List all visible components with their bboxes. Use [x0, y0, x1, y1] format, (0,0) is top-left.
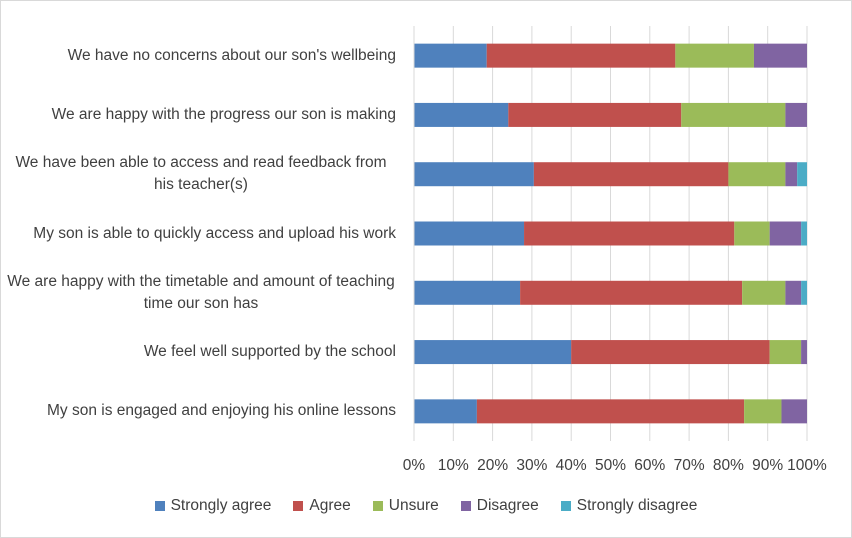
y-tick-label-wrap: We are happy with the timetable and amou…: [6, 271, 396, 315]
x-tick-label: 90%: [752, 457, 784, 474]
legend-swatch: [154, 501, 165, 511]
x-tick-label: 20%: [477, 457, 509, 474]
x-tick-label: 40%: [555, 457, 587, 474]
bar-segment: [414, 43, 487, 68]
legend-label: Strongly agree: [170, 497, 272, 514]
legend-item: Unsure: [372, 497, 439, 515]
bar-segment: [414, 221, 525, 246]
x-tick-label: 60%: [634, 457, 666, 474]
bar-segment: [769, 221, 802, 246]
x-tick-label: 0%: [402, 457, 426, 474]
bar-segment: [769, 340, 802, 365]
bar-segment: [508, 102, 682, 127]
bar-segment: [734, 221, 770, 246]
bar-segment: [797, 162, 807, 187]
y-tick-label-wrap: We have been able to access and read fee…: [6, 152, 396, 196]
bar-segment: [785, 102, 807, 127]
legend-item: Strongly disagree: [560, 497, 698, 515]
bar-segment: [476, 399, 745, 424]
bar-segment: [675, 43, 754, 68]
x-tick-label: 100%: [787, 457, 827, 474]
y-tick-label: We feel well supported by the school: [143, 343, 396, 361]
x-tick-label: 50%: [594, 457, 627, 474]
y-tick-label: We have been able to access and read fee…: [15, 154, 387, 194]
x-tick-label: 30%: [516, 457, 548, 474]
bar-segment: [781, 399, 807, 424]
bar-segment: [785, 280, 802, 305]
y-tick-label: My son is able to quickly access and upl…: [33, 224, 396, 242]
y-tick-label: We are happy with the progress our son i…: [51, 105, 396, 123]
legend-item: Strongly agree: [154, 497, 272, 515]
bar-segment: [753, 43, 807, 68]
y-tick-label-wrap: We have no concerns about our son's well…: [6, 45, 396, 67]
bar-segment: [414, 280, 521, 305]
bar-segment: [785, 162, 798, 187]
bar-segment: [801, 221, 807, 246]
y-tick-label: We are happy with the timetable and amou…: [7, 272, 395, 312]
bar-segment: [414, 162, 534, 187]
bar-segment: [533, 162, 729, 187]
y-tick-label: We have no concerns about our son's well…: [67, 46, 396, 64]
bar-segment: [414, 340, 572, 365]
x-tick-label: 10%: [437, 457, 469, 474]
legend-swatch: [372, 501, 383, 511]
bar-segment: [742, 280, 786, 305]
bar-segment: [486, 43, 676, 68]
y-tick-label-wrap: My son is engaged and enjoying his onlin…: [6, 400, 396, 422]
bar-segment: [524, 221, 735, 246]
legend-label: Unsure: [388, 497, 439, 514]
legend-item: Disagree: [460, 497, 539, 515]
y-tick-label: My son is engaged and enjoying his onlin…: [47, 402, 396, 420]
legend-swatch: [293, 501, 304, 511]
bar-segment: [728, 162, 786, 187]
legend-label: Agree: [309, 497, 351, 514]
legend-swatch: [460, 501, 471, 511]
bar-segment: [414, 102, 509, 127]
bar-segment: [681, 102, 786, 127]
bar-segment: [571, 340, 770, 365]
bar-segment: [414, 399, 477, 424]
legend-label: Disagree: [476, 497, 539, 514]
y-tick-label-wrap: My son is able to quickly access and upl…: [6, 223, 396, 245]
y-tick-label-wrap: We are happy with the progress our son i…: [6, 104, 396, 126]
bar-segment: [744, 399, 782, 424]
legend-item: Agree: [293, 497, 351, 515]
x-tick-label: 70%: [673, 457, 705, 474]
legend: Strongly agree Agree Unsure Disagree Strongl…: [1, 497, 851, 515]
legend-swatch: [560, 501, 571, 511]
legend-label: Strongly disagree: [576, 497, 698, 514]
bar-segment: [801, 340, 807, 365]
bar-segment: [520, 280, 743, 305]
y-tick-label-wrap: We feel well supported by the school: [6, 341, 396, 363]
bar-segment: [801, 280, 807, 305]
x-tick-label: 80%: [712, 457, 744, 474]
